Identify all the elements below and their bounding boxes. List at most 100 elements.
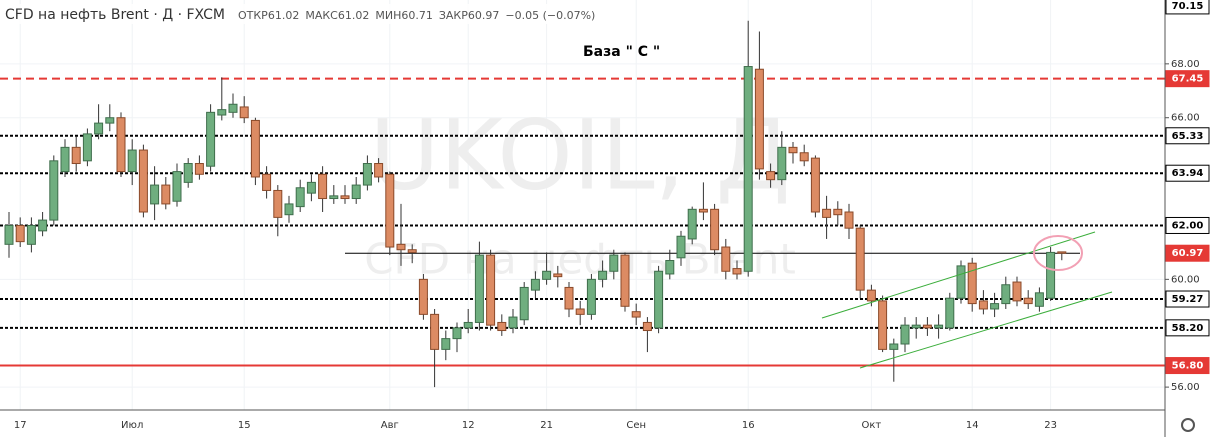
candle-body [530, 278, 540, 291]
y-tick-label: 56.00 [1171, 382, 1200, 393]
highlight-circle [1033, 235, 1083, 271]
ohlc-value: 60.71 [401, 9, 433, 22]
candle-body [676, 235, 686, 259]
candle-body [183, 163, 193, 183]
candle-body [161, 184, 171, 205]
header-bg [0, 4, 610, 24]
candle-body [788, 146, 798, 154]
x-tick-label: Сен [626, 420, 646, 431]
candle-body [71, 146, 81, 165]
candle-body [900, 324, 910, 345]
settings-button[interactable] [1181, 418, 1195, 432]
candle-body [698, 208, 708, 213]
candle-body [631, 311, 641, 318]
candle-body [833, 208, 843, 216]
candle-body [15, 224, 25, 243]
annotation: База " С " [583, 44, 660, 60]
candle-body [598, 270, 608, 280]
level-box [1165, 357, 1210, 375]
x-tick-label: Авг [381, 420, 399, 431]
candle-body [878, 300, 888, 350]
candle-body [575, 308, 585, 315]
candle-body [306, 181, 316, 194]
ohlc-value: 61.02 [338, 9, 370, 22]
candle-body [362, 163, 372, 186]
candle-body [49, 160, 59, 221]
x-tick-label: 21 [540, 420, 553, 431]
candle-body [766, 171, 776, 181]
candle-body [586, 278, 596, 315]
candle-body [94, 122, 104, 135]
candle-body [1034, 292, 1044, 307]
candle-body [463, 321, 473, 329]
level-box [1165, 319, 1210, 337]
candle-body [486, 254, 496, 326]
level-box [1165, 0, 1210, 15]
candle-body [474, 254, 484, 323]
candle-body [642, 321, 652, 332]
candle-body [799, 152, 809, 162]
candle-body [1046, 251, 1056, 299]
candle-body [497, 321, 507, 332]
candle-body [810, 157, 820, 213]
candle-body [990, 303, 1000, 310]
ohlc-value: 61.02 [268, 9, 300, 22]
candle-body [329, 195, 339, 200]
x-tick-label: 16 [742, 420, 755, 431]
candle-body [889, 343, 899, 350]
level-box [1165, 244, 1210, 262]
candle-body [138, 149, 148, 213]
candle-body [911, 324, 921, 329]
candle-body [956, 265, 966, 299]
candle-body [822, 208, 832, 218]
candle-body [194, 163, 204, 175]
candle-body [396, 243, 406, 251]
candle-body [620, 254, 630, 307]
candle-body [228, 103, 238, 113]
watermark: CFD на нефть Brent [364, 235, 796, 284]
candle-body [564, 286, 574, 310]
candle-body [654, 270, 664, 329]
candle-body [542, 270, 552, 280]
level-label: 62.00 [1172, 220, 1204, 231]
level-label: 60.97 [1172, 248, 1204, 259]
ohlc-info: ОТКР 61.02 МАКС 61.02 МИН 60.71 ЗАКР 60.97 −0.05… [238, 9, 595, 22]
candle-body [351, 184, 361, 200]
candle-body [284, 203, 294, 216]
x-tick-label: 14 [966, 420, 979, 431]
y-tick-label: 66.00 [1171, 113, 1200, 124]
candle-body [945, 297, 955, 329]
x-tick-label: 12 [462, 420, 475, 431]
candle-body [105, 117, 115, 124]
levels [0, 77, 1165, 367]
level-label: 65.33 [1172, 131, 1204, 142]
candle-body [295, 187, 305, 208]
candle-body [1001, 284, 1011, 305]
trend-line [821, 231, 1096, 319]
candle-body [687, 208, 697, 240]
candle-body [844, 211, 854, 229]
x-tick-label: Июл [121, 420, 143, 431]
candle-body [441, 338, 451, 350]
candle-body [340, 195, 350, 200]
candle-body [721, 246, 731, 272]
axis: 56.00 60.00 66.00 68.00 17 Июл 15 Авг 12 21 Сен 16 О… [14, 0, 1210, 431]
candle-body [922, 324, 932, 329]
candle-body [508, 316, 518, 329]
level-label: 70.15 [1172, 1, 1204, 12]
ohlc-value: 60.97 [468, 9, 500, 22]
candle-body [217, 109, 227, 116]
candle-body [777, 146, 787, 181]
candle-body [754, 68, 764, 170]
candle-body [127, 149, 137, 173]
trend-line [859, 291, 1113, 369]
candle-body [82, 133, 92, 162]
candle-body [239, 106, 249, 119]
candle-body [1023, 297, 1033, 305]
candle-body [26, 224, 36, 245]
candle-body [60, 146, 70, 173]
ohlc-label: ОТКР [238, 9, 268, 22]
level-label: 67.45 [1172, 74, 1204, 85]
